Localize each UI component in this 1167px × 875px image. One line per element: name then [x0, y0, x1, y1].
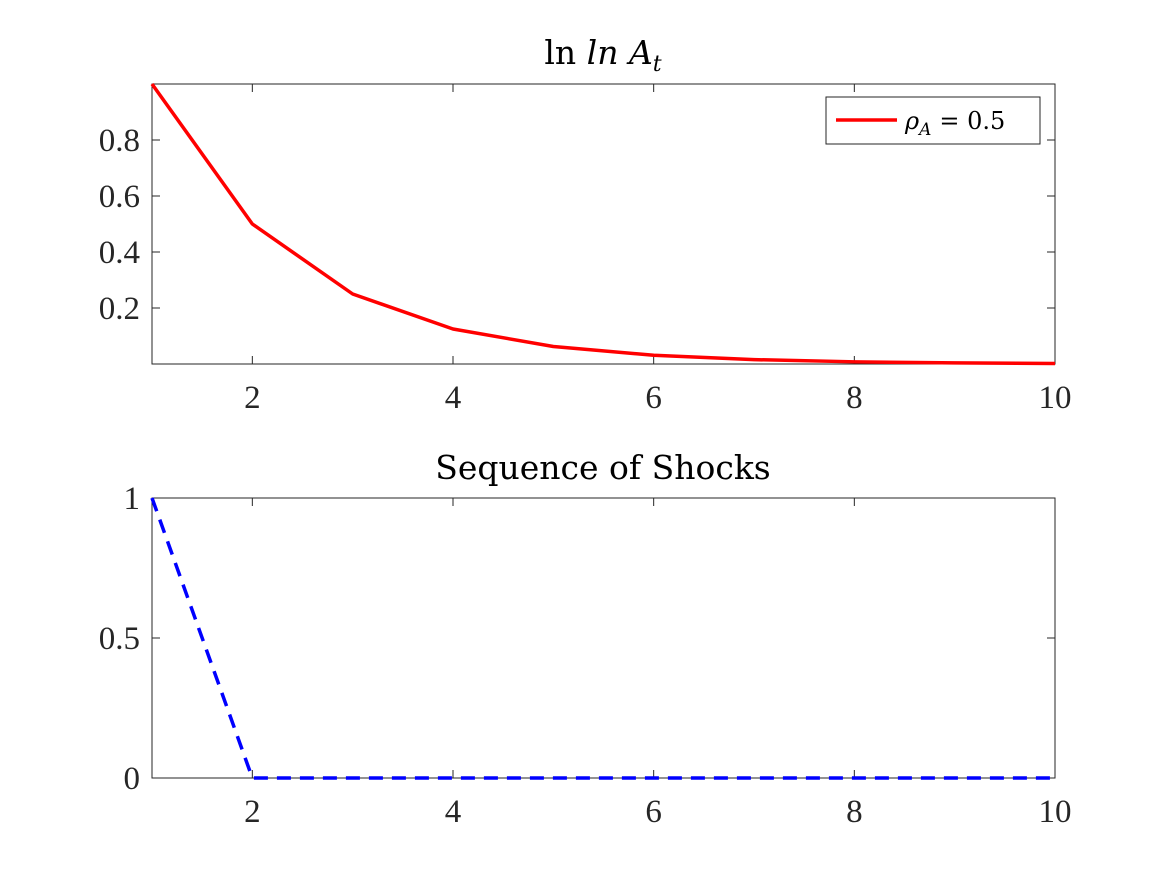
x-tick-label: 4 — [445, 380, 462, 416]
chart-title-top: ln ln At — [544, 33, 661, 77]
chart-panel-top: ln ln At 2 4 6 8 10 0.2 0.4 0.6 0.8 ρA = 0.5 — [99, 33, 1072, 416]
series-line-bottom — [150, 497, 1055, 780]
plot-area-bottom — [151, 497, 1056, 779]
y-tick-label: 0.6 — [99, 179, 140, 215]
x-tick-label: 10 — [1039, 794, 1072, 830]
y-tick-label: 0.2 — [99, 291, 140, 327]
y-tick-label: 0.4 — [99, 235, 140, 271]
series-top — [150, 82, 1056, 366]
x-tick-label: 6 — [645, 794, 662, 830]
y-tick-label: 0.8 — [99, 123, 140, 159]
y-tick-label: 1 — [124, 481, 141, 517]
ticks-top: 2 4 6 8 10 0.2 0.4 0.6 0.8 — [99, 84, 1072, 416]
chart-panel-bottom: Sequence of Shocks 2 4 6 8 10 0 0.5 1 — [99, 448, 1072, 830]
x-tick-label: 4 — [445, 794, 462, 830]
legend-entry-label: ρA = 0.5 — [904, 107, 1005, 140]
x-tick-label: 8 — [846, 794, 863, 830]
x-tick-label: 2 — [244, 794, 261, 830]
series-bottom — [150, 497, 1055, 780]
series-line-top — [150, 82, 1056, 366]
ticks-bottom: 2 4 6 8 10 0 0.5 1 — [99, 481, 1072, 830]
x-tick-label: 8 — [846, 380, 863, 416]
y-tick-label: 0.5 — [99, 621, 140, 657]
x-tick-label: 2 — [244, 380, 261, 416]
chart-title-bottom: Sequence of Shocks — [435, 448, 771, 487]
y-tick-label: 0 — [124, 761, 141, 797]
x-tick-label: 6 — [645, 380, 662, 416]
title-var: ln A — [587, 33, 653, 72]
legend: ρA = 0.5 — [825, 96, 1041, 145]
x-tick-label: 10 — [1039, 380, 1072, 416]
